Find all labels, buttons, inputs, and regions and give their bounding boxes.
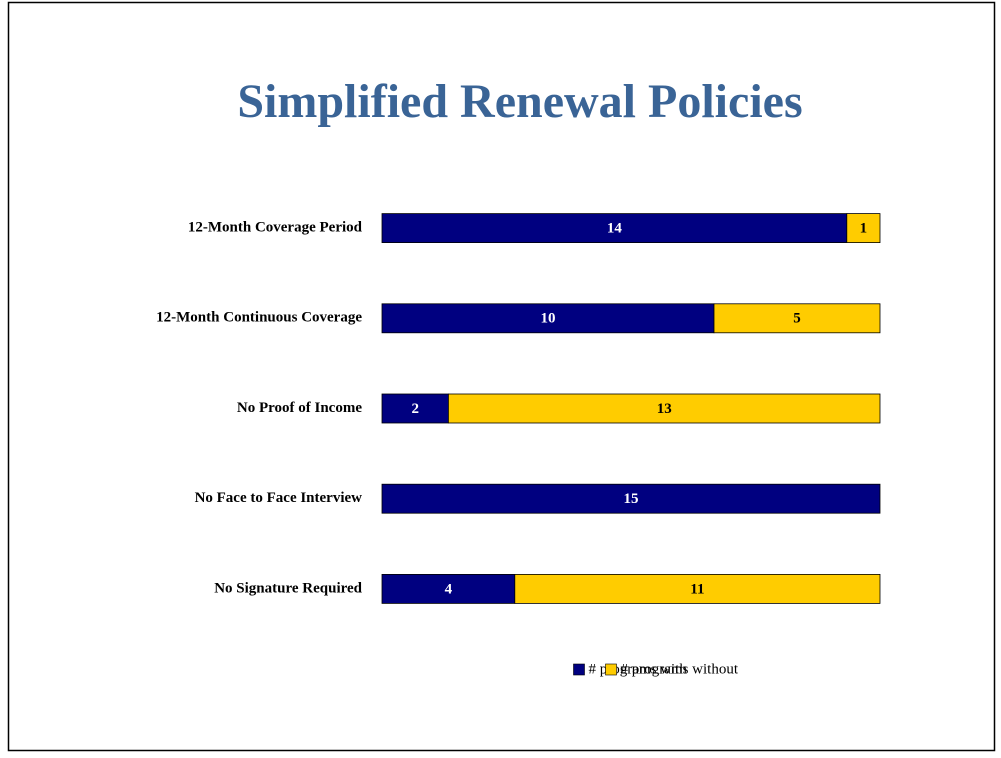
y-tick-label: No Face to Face Interview	[195, 490, 363, 506]
data-label: 1	[860, 221, 868, 237]
data-label: 10	[541, 311, 556, 327]
y-tick-label: 12-Month Coverage Period	[188, 220, 363, 236]
bar-segment	[514, 574, 881, 604]
data-label: 2	[411, 401, 419, 417]
legend-swatch	[605, 663, 617, 676]
chart-title: Simplified Renewal Policies	[237, 75, 802, 128]
y-tick-label: No Signature Required	[214, 580, 362, 596]
data-label: 14	[607, 221, 623, 237]
legend-swatch	[573, 663, 585, 676]
bar-segment	[381, 483, 881, 514]
bar-segment	[846, 213, 881, 244]
bar-segment	[381, 393, 449, 424]
bar-segment	[381, 574, 516, 604]
legend-label: # programs without	[621, 661, 739, 677]
frame	[7, 1, 996, 752]
bar-segment	[381, 303, 715, 334]
data-label: 4	[445, 581, 453, 597]
bar-segment	[713, 303, 881, 334]
y-tick-label: No Proof of Income	[237, 400, 362, 416]
data-label: 15	[624, 491, 639, 507]
data-label: 11	[690, 581, 704, 597]
y-tick-label: 12-Month Continuous Coverage	[156, 310, 362, 326]
data-label: 13	[657, 401, 672, 417]
bar-segment	[381, 213, 848, 244]
bar-segment	[447, 393, 881, 424]
legend: # programs with# programs without	[573, 661, 739, 677]
data-label: 5	[793, 311, 801, 327]
